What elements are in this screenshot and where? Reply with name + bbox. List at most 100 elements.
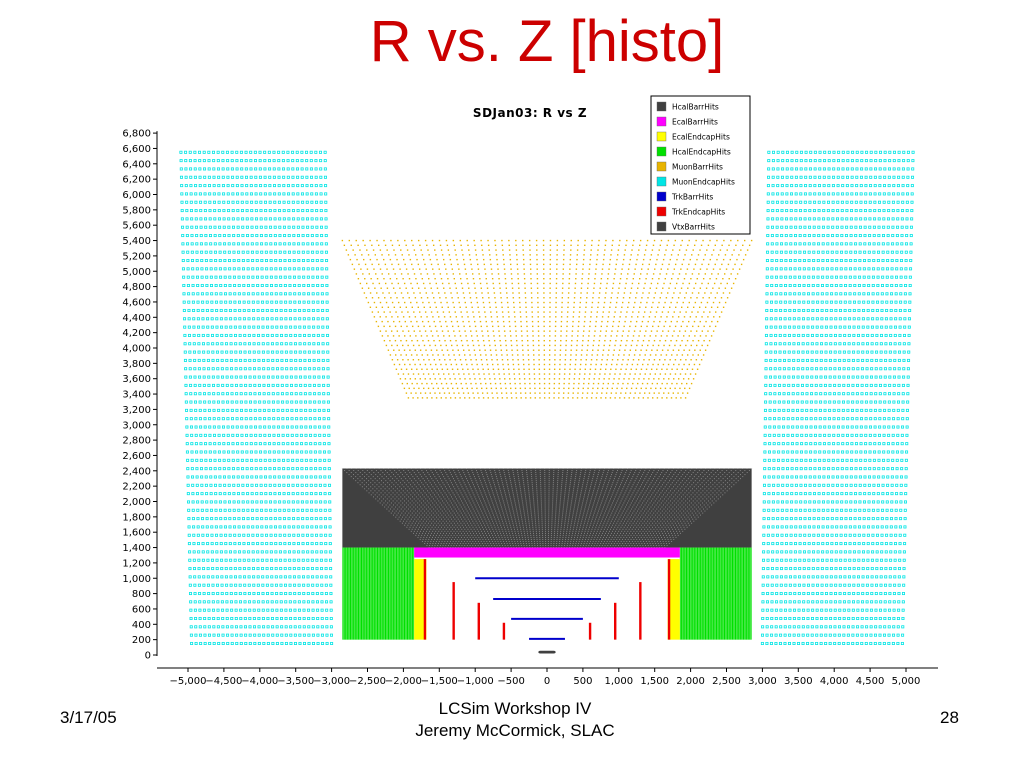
muon-endcap-hit [301, 558, 305, 562]
muon-barrel-hit [549, 282, 551, 285]
muon-barrel-hit [384, 244, 387, 247]
muon-endcap-hit [289, 617, 293, 621]
muon-barrel-hit [455, 254, 457, 256]
muon-endcap-hit [255, 525, 259, 529]
muon-barrel-hit [422, 373, 425, 375]
muon-endcap-hit [297, 558, 301, 562]
muon-barrel-hit [468, 249, 470, 251]
muon-endcap-hit [280, 342, 284, 346]
muon-endcap-hit [318, 433, 322, 437]
muon-barrel-hit [420, 273, 422, 275]
muon-endcap-hit [324, 200, 328, 204]
muon-endcap-hit [319, 533, 323, 537]
muon-barrel-hit [439, 392, 441, 394]
muon-barrel-hit [366, 268, 369, 270]
muon-barrel-hit [448, 373, 450, 375]
muon-endcap-hit [268, 475, 272, 479]
muon-barrel-hit [532, 335, 534, 337]
muon-barrel-hit [351, 263, 354, 266]
muon-barrel-hit [529, 258, 532, 261]
muon-endcap-hit [299, 417, 303, 421]
muon-barrel-hit [364, 277, 366, 280]
muon-endcap-hit [291, 483, 295, 487]
muon-barrel-hit [531, 316, 534, 318]
muon-endcap-hit [319, 525, 323, 529]
muon-endcap-hit [273, 500, 277, 504]
muon-barrel-hit [427, 373, 430, 375]
muon-endcap-hit [327, 408, 331, 412]
muon-barrel-hit [468, 397, 471, 399]
muon-barrel-hit [495, 387, 497, 390]
muon-barrel-hit [404, 320, 407, 323]
muon-barrel-hit [363, 258, 365, 261]
muon-barrel-hit [513, 368, 515, 370]
muon-barrel-hit [445, 297, 447, 299]
muon-barrel-hit [523, 277, 526, 280]
muon-barrel-hit [414, 316, 417, 318]
muon-endcap-hit [268, 450, 272, 454]
muon-barrel-hit [558, 378, 561, 380]
muon-endcap-hit [271, 367, 275, 371]
muon-endcap-hit [326, 375, 330, 379]
muon-endcap-hit [263, 159, 267, 163]
muon-barrel-hit [512, 301, 515, 304]
muon-endcap-hit [261, 317, 265, 321]
muon-barrel-hit [554, 325, 557, 328]
muon-barrel-hit [521, 335, 523, 337]
muon-barrel-hit [388, 292, 390, 294]
muon-barrel-hit [558, 387, 560, 390]
muon-endcap-hit [324, 525, 328, 529]
muon-barrel-hit [366, 249, 368, 251]
muon-endcap-hit [283, 525, 287, 529]
muon-barrel-hit [387, 335, 389, 337]
muon-barrel-hit [536, 273, 539, 275]
muon-barrel-hit [467, 244, 469, 247]
muon-endcap-hit [261, 592, 265, 596]
muon-endcap-hit [330, 641, 334, 645]
muon-barrel-hit [569, 254, 572, 256]
muon-endcap-hit [267, 383, 271, 387]
muon-endcap-hit [254, 433, 258, 437]
muon-endcap-hit [319, 517, 323, 521]
muon-endcap-hit [269, 508, 273, 512]
muon-endcap-hit [328, 525, 332, 529]
muon-barrel-hit [567, 306, 569, 308]
muon-barrel-hit [454, 397, 457, 399]
muon-barrel-hit [435, 397, 438, 399]
muon-endcap-hit [292, 267, 296, 271]
muon-barrel-hit [420, 297, 423, 299]
muon-endcap-hit [257, 358, 261, 362]
muon-barrel-hit [529, 387, 531, 390]
muon-barrel-hit [443, 316, 446, 318]
muon-barrel-hit [518, 378, 521, 380]
muon-barrel-hit [542, 249, 545, 251]
muon-barrel-hit [425, 349, 427, 351]
muon-barrel-hit [411, 382, 413, 385]
muon-endcap-hit [278, 550, 282, 554]
muon-endcap-hit [306, 242, 310, 246]
muon-barrel-hit [359, 249, 361, 251]
muon-endcap-hit [302, 292, 306, 296]
muon-barrel-hit [391, 316, 393, 318]
muon-endcap-hit [272, 175, 276, 179]
muon-endcap-hit [291, 450, 295, 454]
muon-barrel-hit [424, 378, 426, 380]
muon-barrel-hit [480, 382, 482, 385]
muon-endcap-hit [305, 217, 309, 221]
muon-endcap-hit [251, 275, 255, 279]
muon-endcap-hit [266, 358, 270, 362]
muon-endcap-hit [300, 483, 304, 487]
muon-barrel-hit [509, 258, 512, 261]
muon-endcap-hit [277, 442, 281, 446]
muon-endcap-hit [254, 175, 258, 179]
muon-barrel-hit [496, 392, 498, 394]
muon-barrel-hit [437, 292, 440, 294]
muon-endcap-hit [260, 242, 264, 246]
muon-barrel-hit [426, 368, 428, 370]
muon-endcap-hit [311, 575, 315, 579]
muon-endcap-hit [275, 325, 279, 329]
muon-barrel-hit [378, 282, 381, 285]
muon-barrel-hit [438, 268, 440, 270]
muon-barrel-hit [553, 397, 555, 399]
muon-endcap-hit [279, 283, 283, 287]
